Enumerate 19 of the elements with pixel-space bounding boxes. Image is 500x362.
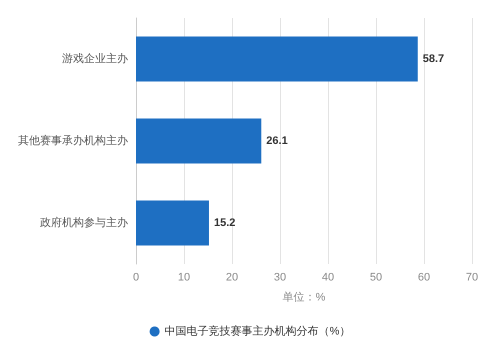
y-tick-label: 游戏企业主办 <box>62 52 128 65</box>
x-tick-label: 40 <box>322 272 334 284</box>
x-tick-label: 70 <box>466 272 478 284</box>
x-tick-label: 10 <box>178 272 190 284</box>
y-tick-label: 政府机构参与主办 <box>40 216 128 229</box>
x-tick-label: 30 <box>274 272 286 284</box>
bar <box>136 118 262 164</box>
y-tick-label: 其他赛事承办机构主办 <box>18 134 128 147</box>
data-label: 15.2 <box>214 217 236 229</box>
data-label: 58.7 <box>422 53 444 65</box>
x-tick-label: 50 <box>370 272 382 284</box>
x-tick-label: 0 <box>132 272 140 284</box>
bar <box>136 36 418 82</box>
x-axis-title: 单位：% <box>282 290 326 304</box>
legend-label: 中国电子竞技赛事主办机构分布（%） <box>164 324 350 338</box>
x-tick-label: 60 <box>418 272 430 284</box>
x-tick-label: 20 <box>226 272 238 284</box>
data-label: 26.1 <box>266 135 288 147</box>
bar <box>136 200 209 246</box>
